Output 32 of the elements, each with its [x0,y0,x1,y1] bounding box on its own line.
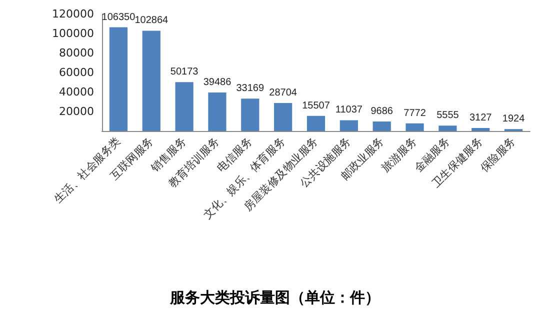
y-tick-label: 40000 [59,86,94,98]
data-label: 28704 [269,88,298,99]
text: 服务大类投诉量图（单位：件） [169,288,380,306]
y-tick-label: 80000 [59,46,94,60]
bar [472,128,490,131]
data-label: 3127 [469,112,492,124]
bar [406,123,424,131]
data-label: 11037 [335,104,363,116]
bar [241,98,260,131]
data-label: 1924 [502,114,526,125]
data-label: 106350 [102,12,136,23]
bar [340,120,358,131]
data-label: 7772 [404,108,426,119]
data-label: 9686 [370,106,394,118]
y-tick-label: 60000 [59,66,94,79]
data-label: 15507 [302,100,330,112]
bar [438,126,457,131]
data-label: 50173 [170,66,199,78]
y-tick-label: 120000 [52,8,94,20]
data-label: 39486 [203,77,232,88]
data-label: 33169 [236,83,264,94]
bar [109,27,128,131]
bar [175,82,194,131]
bar [142,30,160,131]
bar [208,92,226,131]
data-label: 5555 [436,110,460,122]
y-tick-label: 20000 [59,105,94,118]
bar [372,122,391,131]
data-label: 102864 [134,15,169,26]
y-tick-label: 100000 [52,27,94,40]
bar [306,116,326,131]
bar [274,103,292,131]
